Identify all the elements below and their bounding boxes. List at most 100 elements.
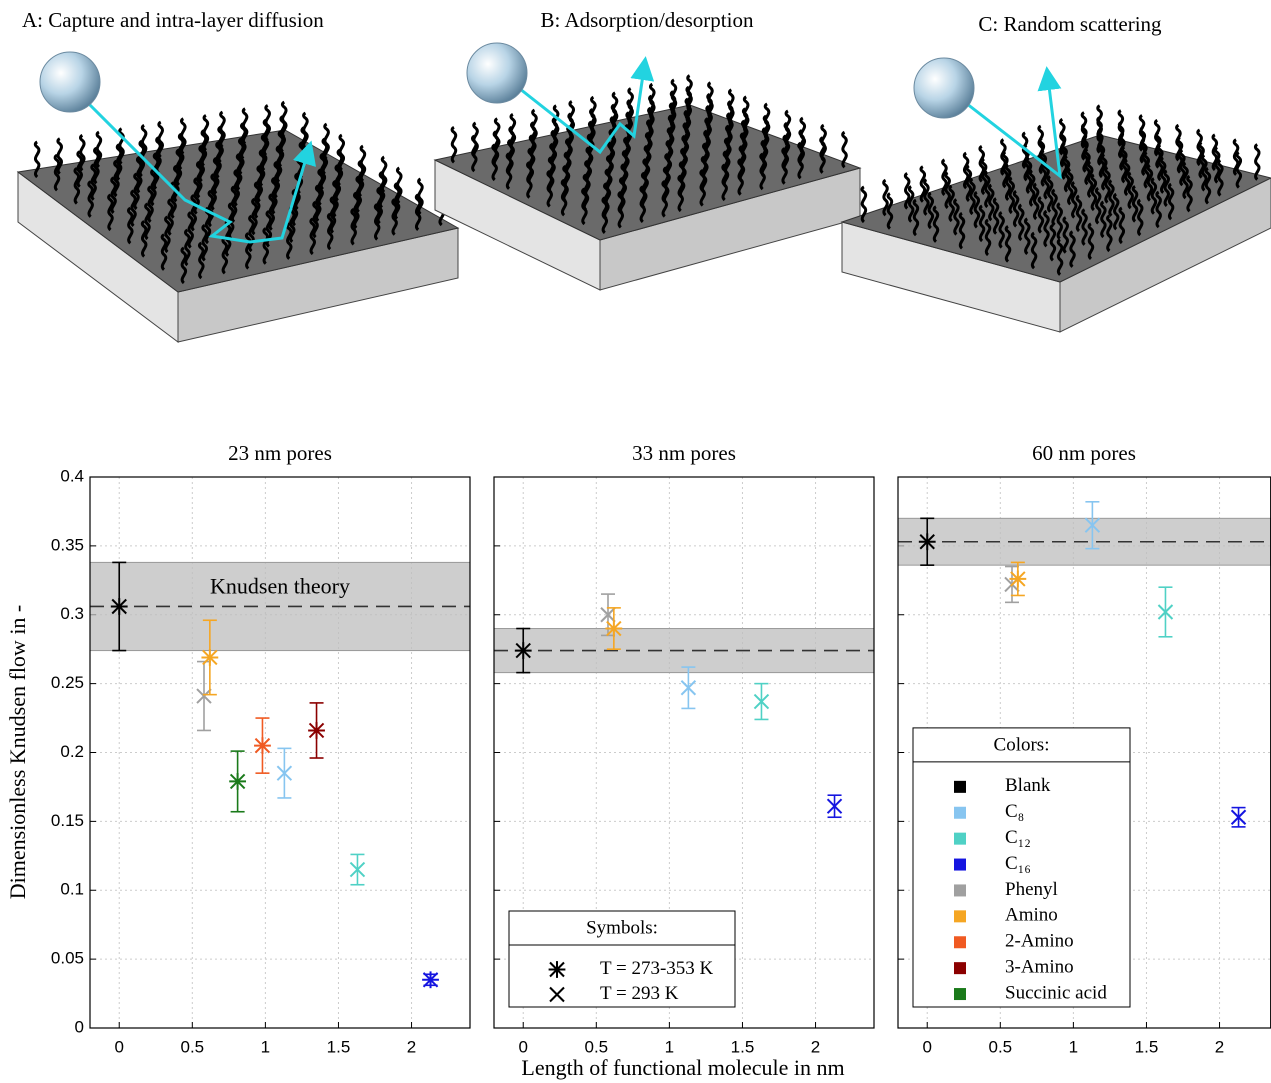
- legend: Symbols: T = 273-353 K T = 293 K: [508, 910, 736, 1008]
- molecule: [179, 117, 187, 155]
- molecule: [1028, 169, 1036, 207]
- x-tick-label: 1: [261, 1037, 270, 1056]
- molecule: [230, 185, 238, 224]
- y-tick-label: 0.35: [51, 535, 84, 554]
- data-point: [229, 773, 247, 790]
- molecule: [566, 125, 573, 163]
- molecule: [334, 164, 342, 202]
- molecule: [160, 233, 168, 271]
- molecule: [973, 190, 981, 229]
- x-tick-label: 2: [1215, 1037, 1224, 1056]
- molecule: [617, 191, 624, 229]
- molecule: [737, 158, 744, 196]
- molecule: [648, 94, 655, 133]
- legend-swatch: [954, 832, 966, 845]
- trajectory: [514, 56, 655, 155]
- molecule: [919, 165, 927, 203]
- molecule: [1017, 203, 1025, 242]
- molecule: [1118, 206, 1126, 245]
- marker-stroke: [826, 798, 843, 814]
- subplot-title: 60 nm pores: [1032, 441, 1136, 465]
- molecule: [135, 156, 143, 194]
- molecule: [978, 204, 986, 243]
- molecule: [1037, 124, 1044, 163]
- molecule: [150, 168, 157, 207]
- molecule: [312, 200, 319, 239]
- legend-swatch: [954, 988, 966, 1001]
- molecule: [260, 133, 268, 172]
- data-point: [1157, 604, 1174, 620]
- illustration-title: B: Adsorption/desorption: [541, 8, 754, 32]
- molecule: [700, 155, 708, 194]
- molecule: [248, 214, 255, 253]
- molecule: [1211, 133, 1219, 172]
- molecule: [190, 194, 197, 232]
- molecule: [33, 140, 41, 179]
- molecule: [526, 161, 533, 199]
- molecule: [1232, 138, 1240, 176]
- molecule: [175, 148, 183, 187]
- molecule: [1049, 223, 1057, 262]
- molecule: [1069, 230, 1076, 268]
- molecule: [1127, 171, 1134, 210]
- illustration-title: C: Random scattering: [978, 12, 1162, 36]
- molecule: [285, 222, 293, 260]
- molecule: [618, 177, 626, 215]
- legend-label: Succinic acid: [1005, 982, 1107, 1003]
- molecule: [903, 172, 911, 210]
- y-tick-label: 0.25: [51, 673, 84, 692]
- molecule: [739, 132, 747, 170]
- molecule: [164, 215, 171, 254]
- molecule: [152, 152, 160, 190]
- molecule: [678, 161, 686, 199]
- subplot-title: 33 nm pores: [632, 441, 736, 465]
- molecule: [567, 112, 574, 151]
- molecule: [73, 167, 81, 205]
- y-tick-label: 0.05: [51, 949, 84, 968]
- molecule: [677, 174, 684, 213]
- molecule: [1131, 185, 1139, 223]
- molecule: [923, 178, 930, 216]
- data-point: [1230, 809, 1247, 825]
- molecule: [1032, 182, 1040, 221]
- molecule: [1100, 200, 1107, 239]
- x-tick-label: 1.5: [327, 1037, 351, 1056]
- molecule: [798, 129, 805, 167]
- molecule: [210, 173, 217, 211]
- legend-label: Blank: [1005, 775, 1051, 796]
- molecule: [761, 127, 769, 165]
- legend-box: [508, 910, 736, 1008]
- molecule: [417, 177, 424, 216]
- molecule: [118, 127, 125, 165]
- molecule: [642, 158, 649, 196]
- molecule: [762, 114, 770, 153]
- legend: Colors: Blank C₈ C₁₂ C₁₆ Phenyl Amino 2-Amino 3-…: [912, 727, 1131, 1008]
- molecule: [1000, 138, 1007, 176]
- axes-frame: [493, 476, 875, 1029]
- molecule: [560, 178, 568, 217]
- molecule: [1112, 192, 1120, 231]
- marker-stroke: [1157, 604, 1174, 620]
- data-point: [196, 688, 212, 704]
- molecule: [87, 180, 94, 218]
- data-point: [600, 607, 616, 623]
- molecule: [1023, 217, 1031, 256]
- x-tick-label: 1.5: [731, 1037, 755, 1056]
- molecule: [239, 122, 247, 160]
- molecule: [219, 110, 226, 149]
- theory-label: Knudsen theory: [210, 573, 350, 598]
- legend-swatch: [954, 936, 966, 949]
- molecule: [819, 136, 826, 174]
- molecule: [76, 150, 83, 188]
- molecule: [581, 187, 588, 226]
- molecule: [886, 192, 894, 230]
- molecule: [564, 138, 572, 176]
- x-tick-label: 0: [922, 1037, 931, 1056]
- molecule: [1155, 190, 1162, 229]
- molecule: [563, 151, 571, 189]
- molecule: [202, 114, 210, 152]
- molecule: [620, 163, 627, 201]
- molecule: [491, 143, 498, 182]
- data-point: [308, 722, 325, 739]
